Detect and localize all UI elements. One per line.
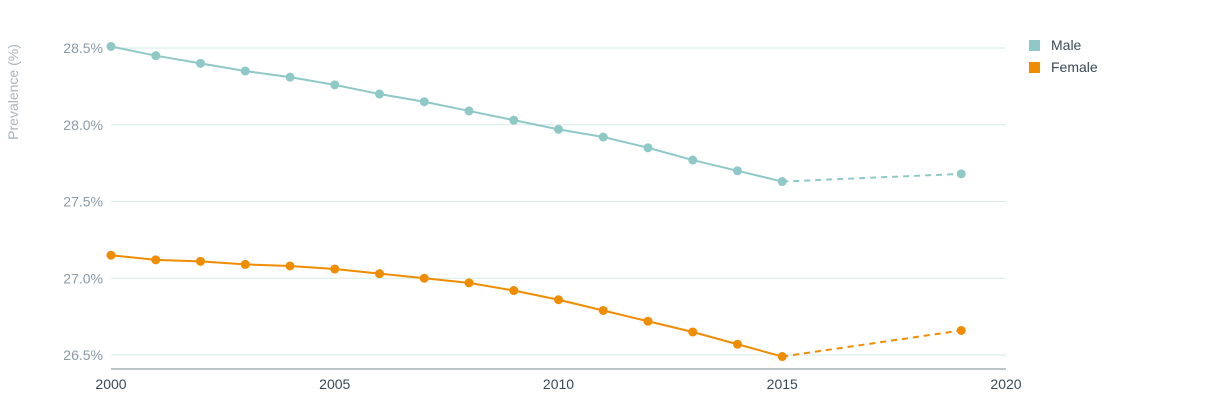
grid-lines — [111, 47, 1006, 356]
data-point-female[interactable] — [285, 261, 295, 271]
legend-swatch-male — [1029, 39, 1040, 51]
legend-item-female[interactable]: Female — [1029, 56, 1098, 78]
series-line-female — [110, 254, 783, 358]
series-male — [106, 41, 966, 187]
x-tick-label: 2000 — [95, 376, 126, 392]
data-point-male[interactable] — [419, 97, 429, 107]
x-tick-label: 2005 — [319, 376, 350, 392]
data-point-male[interactable] — [554, 124, 563, 134]
data-point-male[interactable] — [106, 41, 116, 51]
y-tick-label: 27.0% — [63, 270, 103, 286]
legend-label-male: Male — [1051, 37, 1082, 53]
legend-label-female: Female — [1051, 59, 1098, 75]
data-point-male[interactable] — [643, 143, 653, 153]
data-point-male[interactable] — [240, 66, 250, 76]
y-tick-label: 28.0% — [63, 117, 103, 133]
series-projection-male — [782, 172, 962, 183]
data-point-female[interactable] — [151, 255, 161, 265]
series-projection-female — [782, 329, 962, 358]
data-point-male[interactable] — [509, 115, 519, 125]
data-point-male[interactable] — [196, 58, 205, 68]
data-point-male[interactable] — [777, 177, 787, 187]
data-point-female[interactable] — [464, 278, 474, 288]
data-point-male[interactable] — [151, 51, 161, 61]
data-point-female[interactable] — [196, 256, 205, 266]
legend-swatch-female — [1029, 61, 1040, 73]
x-axis: 2000 2005 2010 2015 2020 — [95, 368, 1022, 392]
data-point-female[interactable] — [956, 325, 966, 335]
data-point-female[interactable] — [330, 264, 340, 274]
data-point-male[interactable] — [464, 106, 474, 116]
data-point-male[interactable] — [330, 80, 340, 90]
data-point-female[interactable] — [240, 259, 250, 269]
data-point-male[interactable] — [375, 89, 384, 99]
x-tick-label: 2010 — [543, 376, 574, 392]
data-point-male[interactable] — [285, 72, 295, 82]
data-point-female[interactable] — [733, 339, 742, 349]
data-point-female[interactable] — [554, 295, 563, 305]
y-axis-ticks: 26.5% 27.0% 27.5% 28.0% 28.5% — [63, 40, 103, 363]
data-point-male[interactable] — [956, 169, 966, 179]
y-tick-label: 26.5% — [63, 347, 103, 363]
y-tick-label: 28.5% — [63, 40, 103, 56]
series-group — [106, 41, 966, 362]
legend-item-male[interactable]: Male — [1029, 34, 1098, 56]
y-tick-label: 27.5% — [63, 194, 103, 210]
data-point-female[interactable] — [375, 269, 384, 279]
x-tick-label: 2015 — [767, 376, 798, 392]
data-point-female[interactable] — [643, 316, 653, 326]
data-point-female[interactable] — [688, 327, 698, 337]
series-line-male — [110, 45, 783, 183]
legend: Male Female — [1029, 34, 1098, 78]
x-tick-label: 2020 — [990, 376, 1021, 392]
data-point-female[interactable] — [106, 250, 116, 260]
data-point-male[interactable] — [688, 155, 698, 165]
data-point-female[interactable] — [419, 273, 429, 283]
data-point-female[interactable] — [598, 305, 608, 315]
data-point-male[interactable] — [733, 166, 742, 176]
data-point-female[interactable] — [509, 286, 519, 296]
data-point-female[interactable] — [777, 352, 787, 362]
y-axis-label: Prevalence (%) — [5, 44, 21, 140]
series-female — [106, 250, 966, 362]
data-point-male[interactable] — [598, 132, 608, 142]
